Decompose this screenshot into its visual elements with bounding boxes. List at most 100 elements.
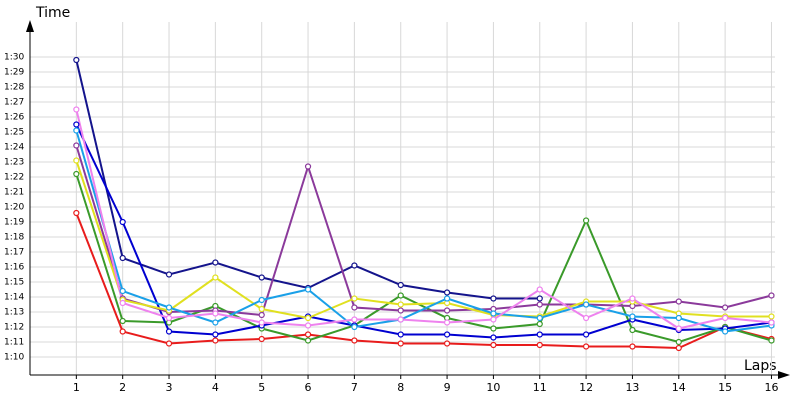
y-tick-label: 1:15 (4, 278, 24, 288)
point (212, 331, 219, 338)
point (675, 314, 682, 322)
point (212, 319, 219, 326)
y-tick-label: 1:17 (4, 248, 24, 258)
x-tick-label: 6 (305, 381, 312, 394)
point (119, 254, 126, 262)
point (536, 314, 543, 322)
x-tick-label: 10 (486, 381, 500, 394)
point (351, 295, 358, 302)
y-tick-label: 1:27 (4, 98, 24, 108)
x-tick-label: 15 (718, 381, 732, 394)
point (258, 274, 265, 281)
point (675, 325, 682, 332)
point (490, 316, 497, 323)
x-tick-label: 3 (166, 381, 173, 394)
point (119, 299, 126, 307)
point (304, 337, 312, 344)
point (536, 301, 543, 308)
point (304, 331, 312, 338)
point (258, 335, 265, 343)
point (397, 340, 404, 347)
point (768, 292, 775, 299)
point (629, 313, 636, 320)
y-tick-label: 1:24 (4, 143, 24, 153)
point (258, 311, 265, 319)
x-tick-label: 13 (625, 381, 639, 394)
point (768, 313, 775, 320)
point (629, 343, 636, 350)
point (73, 121, 80, 128)
point (397, 281, 404, 289)
point (490, 295, 497, 302)
y-axis-label: Time (35, 5, 70, 21)
x-tick-label: 9 (444, 381, 451, 394)
point (397, 307, 404, 314)
point (490, 341, 497, 349)
point (73, 56, 80, 64)
point (351, 316, 358, 323)
y-tick-label: 1:16 (4, 263, 24, 273)
y-tick-label: 1:21 (4, 188, 24, 198)
point (629, 326, 636, 334)
point (119, 218, 126, 226)
point (165, 271, 173, 278)
point (258, 319, 265, 326)
x-axis-label: Laps (744, 358, 777, 374)
y-tick-label: 1:14 (4, 293, 24, 303)
point (582, 331, 590, 338)
point (119, 328, 126, 335)
series-line (75, 145, 772, 317)
y-arrow (26, 20, 34, 32)
point (582, 301, 590, 308)
point (675, 344, 682, 352)
point (675, 298, 682, 305)
point (304, 314, 312, 322)
point (212, 310, 219, 317)
y-tick-label: 1:12 (4, 323, 24, 333)
x-tick-label: 12 (579, 381, 593, 394)
y-tick-label: 1:13 (4, 308, 24, 318)
point (582, 314, 590, 322)
point (165, 304, 173, 311)
point (722, 304, 729, 311)
point (582, 343, 590, 350)
point (768, 337, 775, 344)
y-tick-label: 1:10 (4, 353, 24, 363)
point (165, 340, 173, 347)
point (443, 331, 451, 338)
y-tick-label: 1:19 (4, 218, 24, 228)
point (443, 307, 451, 314)
point (258, 296, 265, 304)
series-line (75, 109, 772, 330)
point (119, 287, 126, 295)
point (73, 157, 80, 164)
point (490, 325, 497, 332)
x-tick-label: 14 (672, 381, 686, 394)
y-tick-label: 1:22 (4, 173, 24, 183)
point (165, 314, 173, 322)
point (304, 286, 312, 293)
x-tick-label: 11 (533, 381, 547, 394)
point (304, 322, 312, 329)
point (119, 317, 126, 325)
point (73, 127, 80, 134)
x-tick-label: 2 (119, 381, 126, 394)
point (165, 328, 173, 335)
point (351, 262, 358, 269)
point (443, 319, 451, 326)
series-line (75, 124, 772, 339)
y-tick-label: 1:26 (4, 113, 24, 123)
point (73, 106, 80, 113)
x-tick-label: 8 (397, 381, 404, 394)
x-tick-label: 4 (212, 381, 219, 394)
point (443, 289, 451, 296)
point (397, 301, 404, 308)
point (536, 286, 543, 293)
y-tick-label: 1:29 (4, 68, 24, 78)
point (304, 163, 312, 170)
point (73, 170, 80, 178)
point (397, 331, 404, 338)
point (397, 316, 404, 323)
x-tick-label: 16 (764, 381, 778, 394)
